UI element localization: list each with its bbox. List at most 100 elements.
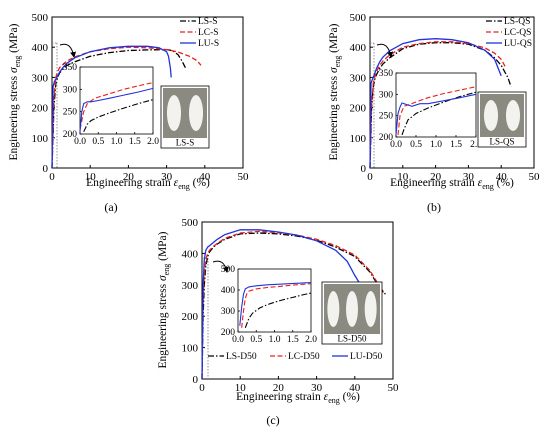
inset-y-tick-label: 250 bbox=[63, 108, 78, 118]
x-axis-label: Engineering strain εeng (%) bbox=[390, 177, 514, 191]
y-axis-label-sub: eng bbox=[13, 56, 22, 68]
inset-x-tick-label: 0.0 bbox=[390, 140, 402, 150]
inset-x-tick-label: 2.0 bbox=[470, 140, 482, 150]
y-tick-label: 100 bbox=[350, 133, 367, 145]
inset-x-tick-label: 1.5 bbox=[129, 137, 141, 147]
y-tick-label: 100 bbox=[182, 343, 199, 355]
zoom-arrow bbox=[376, 43, 394, 58]
x-tick-label: 10 bbox=[85, 171, 97, 183]
specimen-label: LS-QS bbox=[489, 137, 514, 147]
specimen-hole bbox=[364, 291, 377, 327]
x-tick-label: 10 bbox=[397, 171, 409, 183]
inset-y-tick-label: 350 bbox=[63, 63, 78, 73]
panel-label: (c) bbox=[266, 413, 279, 427]
x-tick-label: 0 bbox=[367, 171, 373, 183]
y-axis-label-symbol: σ bbox=[8, 66, 20, 73]
x-axis-label-sub: eng bbox=[178, 182, 190, 191]
inset-series-line-ls-qs bbox=[401, 91, 477, 136]
inset-x-tick-label: 0.0 bbox=[74, 137, 86, 147]
inset-x-tick-label: 0.5 bbox=[92, 137, 104, 147]
legend-entry-lu-s: LU-S bbox=[198, 39, 219, 49]
legend-entry-lc-qs: LC-QS bbox=[504, 28, 531, 38]
y-tick-label: 400 bbox=[182, 248, 199, 260]
specimen-hole bbox=[188, 95, 204, 131]
specimen-hole bbox=[327, 291, 340, 327]
y-axis-label-unit: (MPa) bbox=[328, 23, 340, 55]
inset-x-tick-label: 1.5 bbox=[450, 140, 462, 150]
x-tick-label: 50 bbox=[238, 171, 250, 183]
plot-frame bbox=[201, 221, 394, 380]
inset-x-tick-label: 0.5 bbox=[410, 140, 422, 150]
x-axis-label-text: Engineering strain bbox=[390, 177, 478, 189]
y-tick-label: 100 bbox=[32, 133, 49, 145]
x-tick-label: 40 bbox=[349, 382, 361, 394]
inset-y-tick-label: 300 bbox=[379, 90, 394, 100]
y-tick-label: 0 bbox=[43, 163, 49, 175]
x-axis-label: Engineering strain εeng (%) bbox=[86, 177, 210, 191]
specimen-label: LS-D50 bbox=[338, 334, 367, 344]
x-tick-label: 50 bbox=[388, 382, 400, 394]
x-axis-label: Engineering strain εeng (%) bbox=[236, 391, 360, 405]
inset-x-tick-label: 0.5 bbox=[250, 335, 262, 345]
series-line-lc-d50 bbox=[201, 230, 384, 380]
series-line-lu-s bbox=[51, 45, 172, 169]
inset-series-line-lu-d50 bbox=[239, 282, 312, 326]
x-tick-label: 50 bbox=[529, 171, 541, 183]
y-tick-label: 500 bbox=[182, 217, 199, 229]
inset-x-tick-label: 1.0 bbox=[430, 140, 442, 150]
y-tick-label: 0 bbox=[193, 374, 199, 386]
x-axis-label-sub: eng bbox=[328, 396, 340, 405]
y-axis-label-symbol: σ bbox=[328, 66, 340, 73]
specimen-hole bbox=[505, 100, 521, 131]
inset-series-line-lu-qs bbox=[395, 93, 477, 135]
plot-frame bbox=[369, 16, 535, 169]
legend-entry-lc-s: LC-S bbox=[198, 28, 219, 38]
specimen-label: LS-S bbox=[176, 138, 195, 148]
y-axis-label: Engineering stress σeng (MPa) bbox=[157, 231, 171, 368]
y-tick-label: 400 bbox=[32, 42, 49, 54]
y-axis-label-unit: (MPa) bbox=[157, 231, 169, 263]
x-tick-label: 0 bbox=[199, 382, 205, 394]
legend-entry-lc-d50: LC-D50 bbox=[288, 352, 320, 362]
x-tick-label: 20 bbox=[430, 171, 442, 183]
inset-frame bbox=[79, 66, 154, 135]
inset-y-tick-label: 350 bbox=[379, 69, 394, 79]
legend-entry-lu-d50: LU-D50 bbox=[350, 352, 382, 362]
y-tick-label: 200 bbox=[32, 103, 49, 115]
y-tick-label: 500 bbox=[32, 12, 49, 24]
inset-y-tick-label: 200 bbox=[63, 130, 78, 140]
y-axis-label-unit: (MPa) bbox=[8, 23, 20, 55]
x-tick-label: 10 bbox=[235, 382, 247, 394]
plot-frame bbox=[51, 16, 244, 169]
inset-series-line-lc-s bbox=[79, 82, 154, 130]
inset-y-tick-label: 300 bbox=[221, 307, 236, 317]
y-axis-label-sub: eng bbox=[333, 56, 342, 68]
inset-x-tick-label: 1.5 bbox=[287, 335, 299, 345]
inset-frame bbox=[237, 268, 312, 333]
x-tick-label: 20 bbox=[123, 171, 135, 183]
x-axis-label-sub: eng bbox=[482, 182, 494, 191]
inset-series-line-ls-s bbox=[83, 99, 154, 133]
y-axis-label-text: Engineering stress bbox=[8, 73, 20, 161]
inset-series-line-lu-s bbox=[79, 87, 154, 132]
y-axis-label-text: Engineering stress bbox=[328, 73, 340, 161]
inset-y-tick-label: 500 bbox=[221, 265, 236, 275]
panel-label: (b) bbox=[427, 200, 441, 214]
x-tick-label: 0 bbox=[49, 171, 55, 183]
y-tick-label: 500 bbox=[350, 12, 367, 24]
x-axis-label-symbol: ε bbox=[478, 177, 483, 189]
inset-y-tick-label: 400 bbox=[221, 286, 236, 296]
legend-entry-ls-d50: LS-D50 bbox=[226, 352, 257, 362]
x-axis-label-unit: (%) bbox=[494, 177, 514, 189]
panel-label: (a) bbox=[104, 200, 117, 214]
legend-entry-ls-s: LS-S bbox=[198, 17, 218, 27]
specimen-hole bbox=[166, 95, 182, 131]
inset-series-line-lc-d50 bbox=[241, 283, 312, 328]
y-axis-label-symbol: σ bbox=[157, 274, 169, 281]
y-axis-label: Engineering stress σeng (MPa) bbox=[8, 23, 22, 160]
specimen-hole bbox=[346, 291, 358, 327]
inset-x-tick-label: 0.0 bbox=[232, 335, 244, 345]
